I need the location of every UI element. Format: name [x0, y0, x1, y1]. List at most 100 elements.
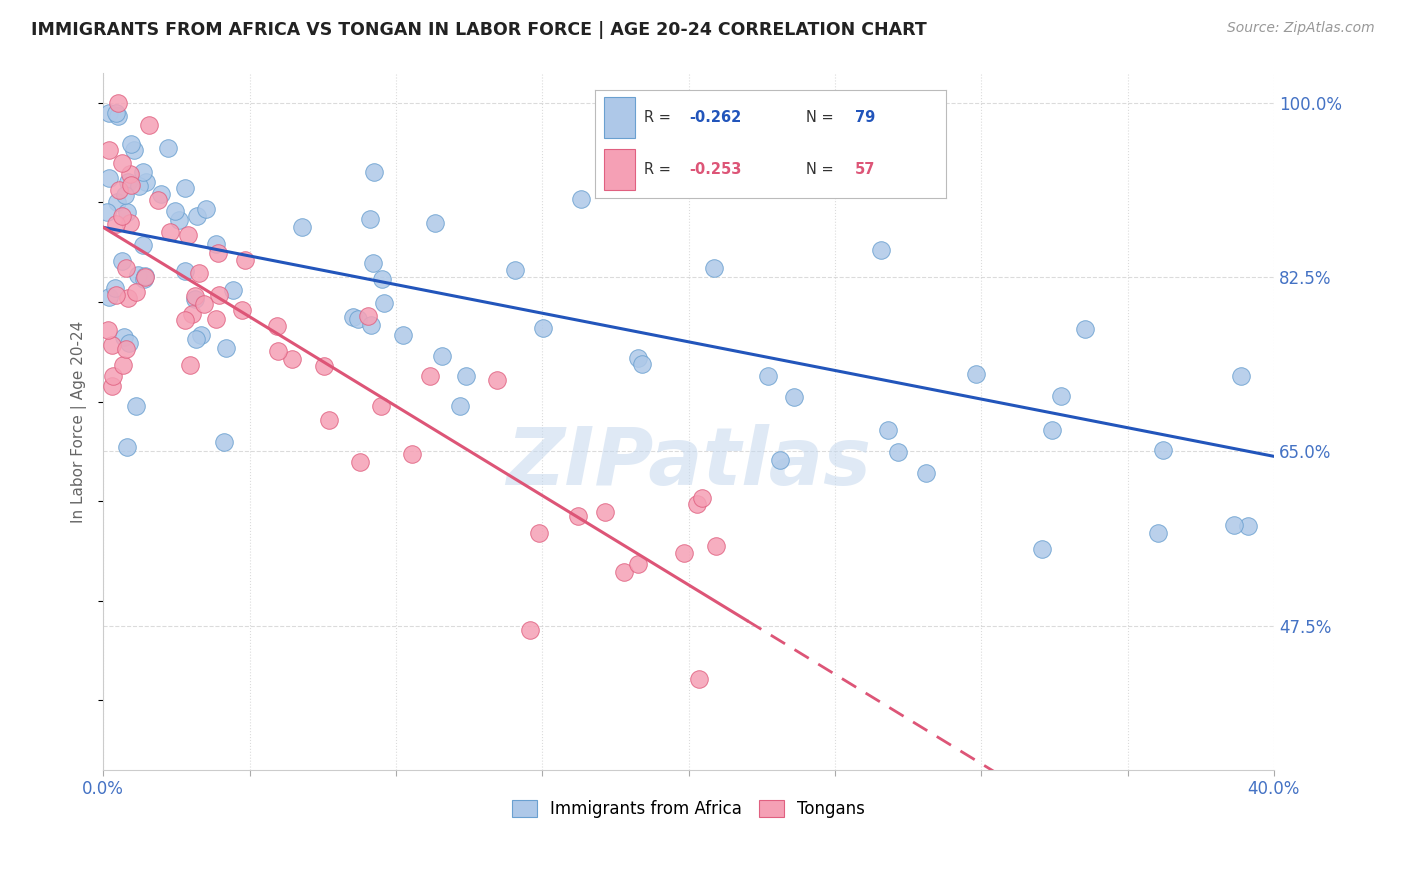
Point [186, 209, 208, 223]
Point [886, 445, 908, 459]
Point [599, 167, 621, 181]
Point [685, 497, 707, 511]
Point [401, 447, 423, 461]
Point [103, 369, 125, 384]
Point [114, 188, 136, 202]
Point [768, 453, 790, 467]
Point [965, 368, 987, 382]
Point [120, 167, 142, 181]
Point [159, 226, 181, 240]
Point [347, 312, 370, 326]
Point [97, 143, 120, 157]
Point [180, 307, 202, 321]
Point [120, 137, 142, 152]
Point [100, 338, 122, 352]
Point [361, 255, 384, 269]
Point [915, 466, 938, 480]
Point [314, 359, 336, 373]
Point [125, 400, 148, 414]
Point [134, 272, 156, 286]
Point [107, 109, 129, 123]
Point [101, 379, 124, 393]
Text: Source: ZipAtlas.com: Source: ZipAtlas.com [1227, 21, 1375, 35]
Point [631, 357, 654, 371]
Point [692, 491, 714, 505]
Point [108, 183, 131, 197]
Point [111, 210, 134, 224]
Point [194, 202, 217, 216]
Point [117, 175, 139, 189]
Point [1152, 443, 1174, 458]
Point [165, 204, 187, 219]
Point [193, 296, 215, 310]
Point [704, 540, 727, 554]
Point [1040, 423, 1063, 437]
Point [613, 565, 636, 579]
Point [318, 413, 340, 427]
Point [132, 165, 155, 179]
Point [371, 272, 394, 286]
Point [357, 309, 380, 323]
Point [1050, 389, 1073, 403]
Point [134, 269, 156, 284]
Point [266, 319, 288, 334]
Point [114, 261, 136, 276]
Point [212, 434, 235, 449]
Point [184, 332, 207, 346]
Point [157, 141, 180, 155]
Point [98, 290, 121, 304]
Point [132, 237, 155, 252]
Point [231, 303, 253, 318]
Point [1222, 517, 1244, 532]
Point [173, 264, 195, 278]
Legend: Immigrants from Africa, Tongans: Immigrants from Africa, Tongans [505, 793, 872, 824]
Point [125, 285, 148, 299]
Point [756, 134, 779, 148]
Point [703, 260, 725, 275]
Point [222, 283, 245, 297]
Point [1230, 369, 1253, 384]
Point [503, 262, 526, 277]
Point [169, 213, 191, 227]
Point [97, 323, 120, 337]
Point [688, 672, 710, 686]
Point [1074, 322, 1097, 336]
Point [456, 369, 478, 384]
Point [107, 95, 129, 110]
Point [373, 296, 395, 310]
Point [117, 291, 139, 305]
Point [98, 105, 121, 120]
Point [111, 156, 134, 170]
Point [120, 178, 142, 193]
Point [184, 289, 207, 303]
Y-axis label: In Labor Force | Age 20-24: In Labor Force | Age 20-24 [72, 320, 87, 523]
Point [111, 253, 134, 268]
Point [105, 217, 128, 231]
Point [342, 310, 364, 325]
Point [673, 546, 696, 560]
Point [146, 193, 169, 207]
Point [1147, 526, 1170, 541]
Point [173, 313, 195, 327]
Point [391, 327, 413, 342]
Point [188, 266, 211, 280]
Point [177, 228, 200, 243]
Point [267, 344, 290, 359]
Point [104, 288, 127, 302]
Point [449, 399, 471, 413]
Point [876, 423, 898, 437]
Point [430, 349, 453, 363]
Text: ZIPatlas: ZIPatlas [506, 425, 872, 502]
Point [291, 220, 314, 235]
Point [627, 558, 650, 572]
Point [134, 268, 156, 283]
Point [425, 216, 447, 230]
Point [1237, 519, 1260, 533]
Point [104, 105, 127, 120]
Point [870, 243, 893, 257]
Point [569, 192, 592, 206]
Point [122, 144, 145, 158]
Point [115, 204, 138, 219]
Point [204, 237, 226, 252]
Point [215, 341, 238, 355]
